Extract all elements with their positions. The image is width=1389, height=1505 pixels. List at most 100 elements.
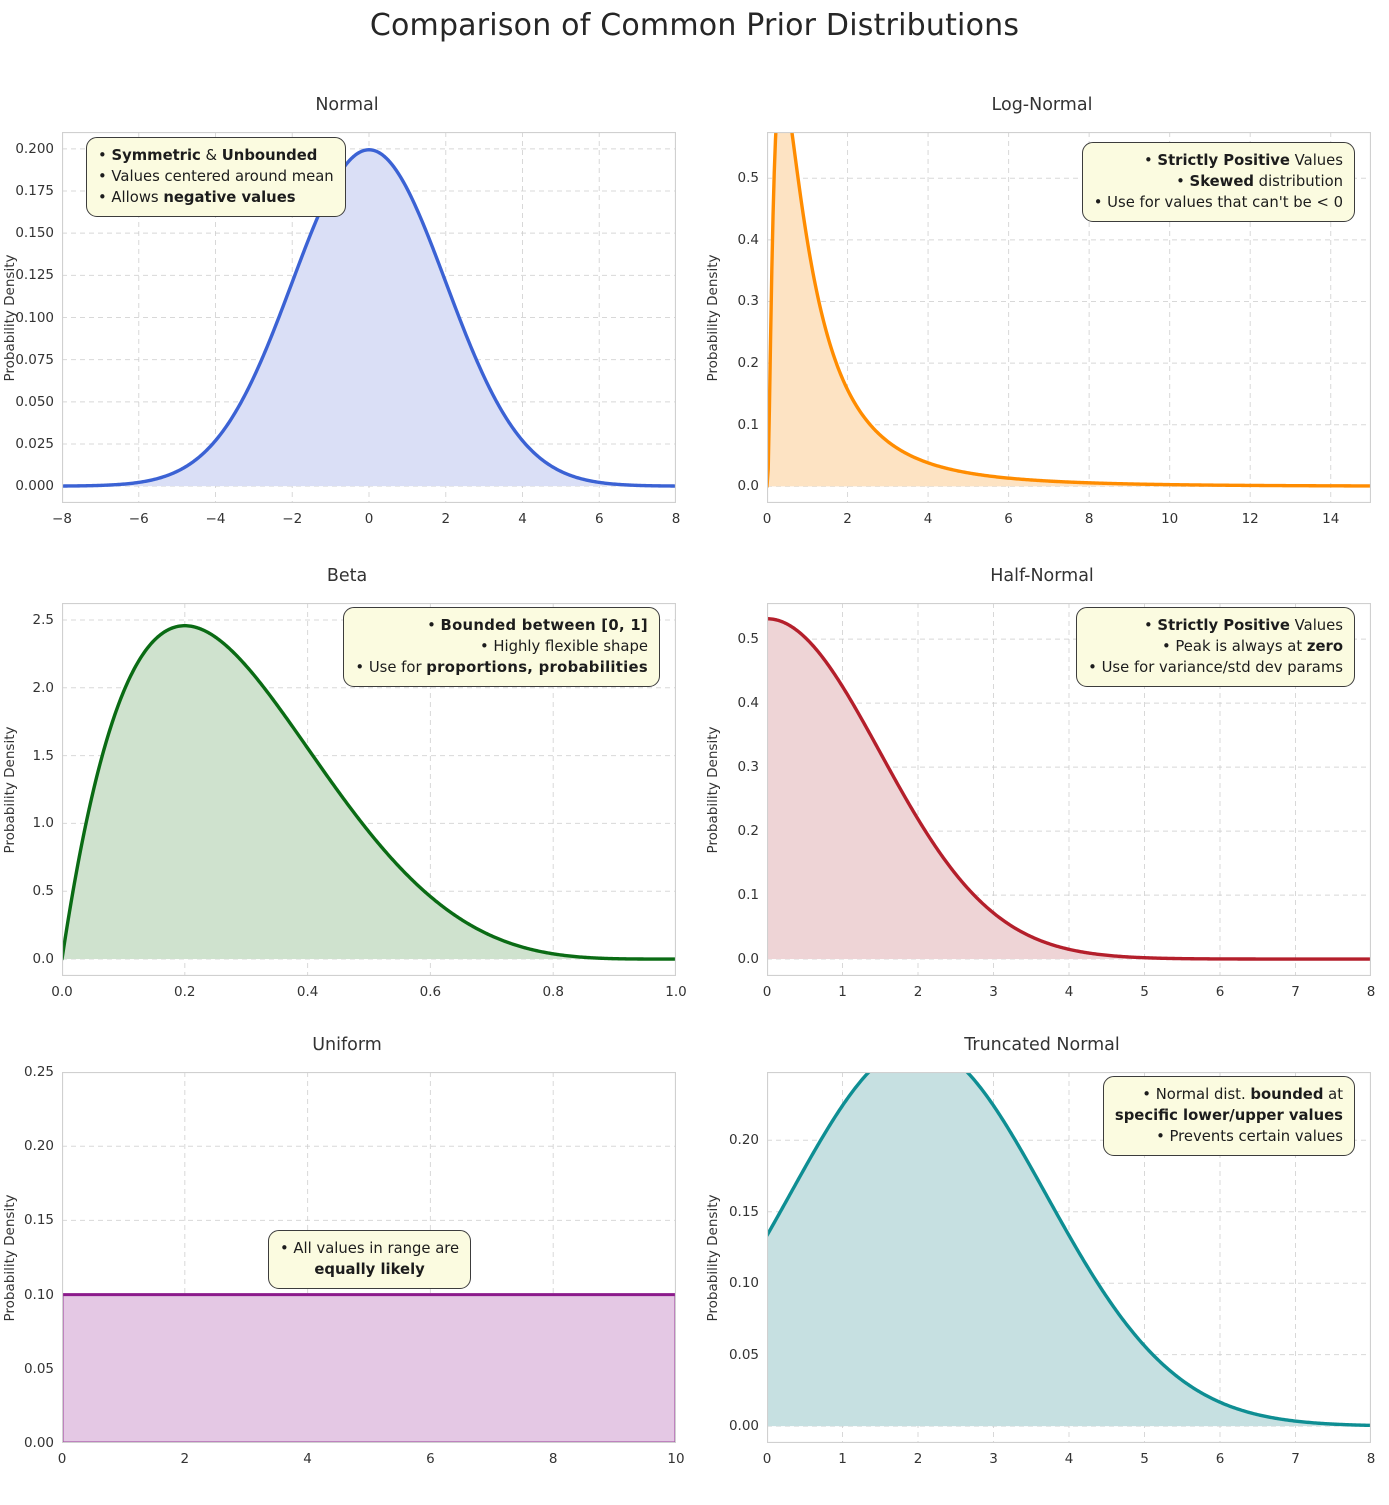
density-fill-beta: [62, 625, 676, 960]
x-tick-label: 4: [1064, 984, 1074, 1000]
y-tick-label: 0.0: [32, 951, 54, 968]
x-tick-label: −2: [282, 511, 303, 527]
y-tick-label: 0.5: [32, 883, 54, 900]
annotation-box-log-normal: • Strictly Positive Values • Skewed distr…: [1081, 142, 1355, 222]
x-tick-label: −8: [52, 511, 72, 527]
annotation-line: specific lower/upper values: [1115, 1105, 1343, 1126]
y-tick-label: 0.25: [23, 1064, 54, 1080]
y-tick-label: 0.5: [737, 631, 759, 648]
y-tick-label: 0.0: [737, 478, 759, 495]
annotation-text: • Use for values that can't be < 0: [1093, 194, 1343, 211]
x-tick-label: 0.0: [51, 984, 73, 1000]
y-tick-label: 0.00: [23, 1435, 54, 1451]
density-curve-half-normal: [767, 617, 1371, 961]
annotation-line: • Use for values that can't be < 0: [1094, 192, 1343, 213]
x-tick-label: 0: [762, 1451, 772, 1467]
x-tick-label: 1: [838, 1451, 847, 1467]
annotation-line: • Prevents certain values: [1115, 1126, 1343, 1147]
x-tick-label: 2: [913, 1451, 923, 1467]
y-tick-label: 0.125: [15, 267, 54, 284]
annotation-text: Values: [1289, 617, 1343, 634]
annotation-line: • Symmetric & Unbounded: [98, 145, 334, 166]
x-tick-label: 2: [180, 1451, 190, 1467]
plot-area-truncated-normal: [767, 1072, 1371, 1443]
density-curve-normal: [62, 148, 676, 488]
annotation-text: • Allows: [98, 189, 164, 206]
annotation-text: • Prevents certain values: [1156, 1128, 1343, 1145]
annotation-text: •: [98, 147, 112, 164]
annotation-text: • Values centered around mean: [98, 168, 334, 185]
x-tick-label: 1: [838, 984, 847, 1000]
annotation-emphasis: Symmetric: [111, 147, 201, 164]
x-tick-label: 8: [1084, 511, 1094, 527]
annotation-text: &: [200, 147, 222, 164]
y-tick-label: 0.1: [737, 887, 759, 904]
annotation-text: •: [1143, 617, 1158, 634]
subplot-beta: Beta Probability Density 0.0 0.2 0.4 0.6 0.8 1.…: [0, 566, 694, 1038]
y-tick-label: 0.10: [23, 1286, 54, 1303]
x-tick-label: 12: [1241, 511, 1259, 527]
annotation-emphasis: Unbounded: [221, 147, 318, 164]
x-tick-label: 0: [762, 984, 772, 1000]
x-tick-label: 3: [989, 1451, 998, 1467]
x-tick-label: 4: [518, 511, 527, 527]
annotation-line: • Values centered around mean: [98, 166, 334, 187]
x-tick-label: 0.2: [174, 984, 196, 1000]
annotation-text: • Use for variance/std dev params: [1088, 659, 1343, 676]
annotation-text: • Use for: [355, 659, 427, 676]
axes-spines: [62, 603, 676, 976]
x-tick-label: 5: [1140, 1451, 1149, 1467]
annotation-box-normal: • Symmetric & Unbounded • Values centered…: [86, 137, 346, 217]
x-tick-label: 4: [1064, 1451, 1074, 1467]
annotation-line: • Bounded between [0, 1]: [355, 615, 648, 636]
subplot-title-log-normal: Log-Normal: [991, 95, 1093, 115]
annotation-text: • All values in range are: [280, 1240, 460, 1257]
x-tick-label: 0.4: [296, 984, 319, 1000]
y-tick-label: 0.150: [15, 225, 54, 242]
subplot-normal: Normal Probability Density −8 −6 −4 −2 0 2 4 6 8 0.…: [0, 95, 694, 565]
y-tick-label: 1.0: [32, 815, 54, 832]
x-tick-label: 0.6: [419, 984, 442, 1000]
y-tick-label: 0.050: [15, 393, 54, 410]
annotation-line: • All values in range are: [280, 1238, 459, 1259]
annotation-emphasis: bounded: [1250, 1086, 1324, 1103]
y-tick-label: 2.5: [32, 611, 54, 628]
axes-spines: [767, 1072, 1371, 1443]
y-axis-label-half-normal: Probability Density: [705, 726, 721, 853]
density-curve-log-normal: [767, 132, 1371, 489]
annotation-emphasis: negative values: [163, 189, 296, 206]
figure-suptitle: Comparison of Common Prior Distributions: [369, 8, 1020, 43]
y-tick-label: 0.20: [728, 1132, 759, 1149]
annotation-emphasis: equally likely: [314, 1261, 425, 1278]
axes-spines: [767, 603, 1371, 976]
x-tick-label: 6: [1004, 511, 1013, 527]
y-axis-label-log-normal: Probability Density: [705, 254, 721, 381]
x-tick-label: 2: [441, 511, 451, 527]
annotation-emphasis: Skewed: [1189, 173, 1254, 190]
y-tick-label: 0.025: [15, 435, 54, 452]
annotation-line: • Normal dist. bounded at: [1115, 1084, 1343, 1105]
plot-area-uniform: [62, 1072, 676, 1443]
annotation-line: • Allows negative values: [98, 187, 334, 208]
x-tick-label: 7: [1291, 984, 1300, 1000]
annotation-text: at: [1323, 1086, 1343, 1103]
subplot-log-normal: Log-Normal Probability Density 0 2 4 6 8 10 12 14…: [695, 95, 1389, 565]
annotation-line: • Strictly Positive Values: [1088, 615, 1343, 636]
x-tick-label: 10: [1161, 511, 1179, 527]
subplot-title-normal: Normal: [315, 95, 379, 115]
subplot-title-half-normal: Half-Normal: [990, 566, 1094, 586]
y-tick-label: 0.3: [737, 759, 759, 776]
density-curve-beta: [62, 624, 676, 961]
x-tick-label: 6: [1215, 1451, 1225, 1467]
y-tick-label: 0.4: [737, 695, 759, 712]
annotation-box-uniform: • All values in range are equally likely: [268, 1230, 472, 1289]
y-tick-label: 0.2: [737, 355, 759, 372]
annotation-line: • Highly flexible shape: [355, 636, 648, 657]
annotation-line: • Use for variance/std dev params: [1088, 657, 1343, 678]
y-tick-label: 0.0: [737, 951, 759, 968]
x-tick-label: −6: [128, 511, 149, 527]
density-fill-truncated-normal: [767, 1072, 1371, 1427]
y-tick-label: 0.075: [15, 351, 54, 368]
annotation-emphasis: zero: [1306, 638, 1343, 655]
